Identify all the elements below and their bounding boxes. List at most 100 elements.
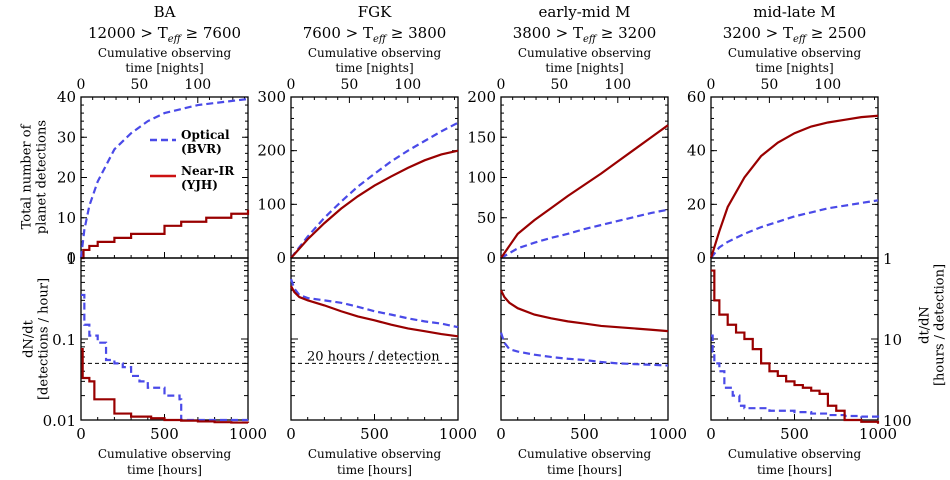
top-axis-label: Cumulative observing: [98, 46, 232, 60]
panel-subtitle: 7600 > Teff ≥ 3800: [303, 24, 447, 45]
subtitle-part: 12000 > T: [88, 24, 168, 42]
axes-frame: [710, 96, 879, 259]
top-tick-label: 50: [760, 77, 778, 93]
top-tick-label: 100: [394, 77, 421, 93]
rate-axes: [80, 257, 250, 424]
bottom-axis-label: time [hours]: [547, 463, 622, 477]
series-line: [79, 97, 249, 259]
subtitle-part: ≥ 2500: [806, 24, 866, 42]
subtitle-subscript: eff: [793, 34, 808, 45]
x-tick-label: 0: [286, 425, 296, 443]
panel-title: BA: [154, 3, 176, 21]
x-tick-label: 500: [780, 425, 809, 443]
x-tick-label: 0: [496, 425, 506, 443]
x-tick-label: 500: [360, 425, 389, 443]
bottom-axis-label: Cumulative observing: [98, 447, 232, 461]
top-axis-label: Cumulative observing: [308, 46, 442, 60]
bottom-axis-label: Cumulative observing: [518, 447, 652, 461]
top-tick-label: 100: [184, 77, 211, 93]
axes-frame: [500, 96, 669, 259]
bottom-axis-label: time [hours]: [127, 463, 202, 477]
series-line: [81, 348, 250, 424]
y-tick-label: 30: [57, 128, 76, 146]
series-line: [500, 124, 669, 259]
top-tick-label: 0: [77, 77, 86, 93]
series-line: [709, 114, 879, 259]
right-tick-label: 10: [883, 331, 902, 349]
top-axis-label: Cumulative observing: [728, 46, 862, 60]
y-tick-label: 0.1: [52, 331, 76, 349]
subtitle-part: 3800 > T: [513, 24, 583, 42]
y-tick-label: 100: [467, 169, 496, 187]
top-axis-label: time [nights]: [125, 61, 203, 75]
y-tick-label: 300: [257, 88, 286, 106]
top-axis-label: Cumulative observing: [518, 46, 652, 60]
x-tick-label: 1000: [229, 425, 267, 443]
series-line: [289, 278, 459, 329]
series-line: [500, 289, 669, 333]
subtitle-part: ≥ 3200: [596, 24, 656, 42]
axes-frame: [290, 96, 459, 259]
series-line: [499, 332, 669, 367]
top-tick-label: 50: [550, 77, 568, 93]
series-line: [290, 121, 459, 259]
x-tick-label: 500: [150, 425, 179, 443]
legend-label: (YJH): [181, 178, 218, 192]
y-tick-label: 0: [66, 249, 76, 267]
bottom-axis-label: time [hours]: [337, 463, 412, 477]
y-tick-label: 40: [687, 142, 706, 160]
y-axis-label-rate-line: [detections / hour]: [37, 278, 52, 400]
y-tick-label: 200: [467, 88, 496, 106]
rate-axes: [289, 257, 459, 421]
top-tick-label: 50: [340, 77, 358, 93]
x-tick-label: 0: [706, 425, 716, 443]
y-tick-label: 0: [486, 249, 496, 267]
y-tick-label: 20: [57, 169, 76, 187]
bottom-axis-label: time [hours]: [757, 463, 832, 477]
panel-title: early-mid M: [538, 3, 630, 21]
subtitle-subscript: eff: [373, 34, 388, 45]
y-tick-label: 60: [687, 88, 706, 106]
series-line: [81, 209, 250, 260]
right-tick-label: 1: [883, 250, 893, 268]
y-axis-label-right-line: [hours / detection]: [933, 264, 948, 386]
y-tick-label: 10: [57, 209, 76, 227]
threshold-label: 20 hours / detection: [307, 349, 440, 364]
legend-label: Near-IR: [181, 164, 235, 178]
y-tick-label: 100: [257, 195, 286, 213]
subtitle-part: ≥ 3800: [386, 24, 446, 42]
top-axis-label: time [nights]: [335, 61, 413, 75]
top-tick-label: 0: [497, 77, 506, 93]
axes-frame: [80, 257, 249, 421]
x-tick-label: 1000: [859, 425, 897, 443]
y-tick-label: 1: [66, 250, 76, 268]
y-tick-label: 200: [257, 142, 286, 160]
top-axis-label: time [nights]: [545, 61, 623, 75]
y-axis-label-cumulative-line: planet detections: [35, 120, 50, 234]
x-tick-label: 500: [570, 425, 599, 443]
panel-title: mid-late M: [753, 3, 835, 21]
panel-title: FGK: [358, 3, 392, 21]
y-axis-label-cumulative-line: Total number of: [20, 123, 35, 229]
y-tick-label: 0: [276, 249, 286, 267]
y-tick-label: 0.01: [43, 412, 76, 430]
x-tick-label: 1000: [439, 425, 477, 443]
y-tick-label: 20: [687, 195, 706, 213]
right-tick-label: 100: [883, 412, 912, 430]
series-line: [290, 149, 459, 259]
top-tick-label: 100: [814, 77, 841, 93]
top-axis-label: time [nights]: [755, 61, 833, 75]
y-tick-label: 150: [467, 128, 496, 146]
series-line: [500, 208, 669, 259]
axes-frame: [710, 257, 879, 421]
bottom-axis-label: Cumulative observing: [728, 447, 862, 461]
top-tick-label: 50: [130, 77, 148, 93]
top-tick-label: 0: [707, 77, 716, 93]
legend-label: (BVR): [181, 142, 222, 156]
axes-frame: [500, 257, 669, 421]
